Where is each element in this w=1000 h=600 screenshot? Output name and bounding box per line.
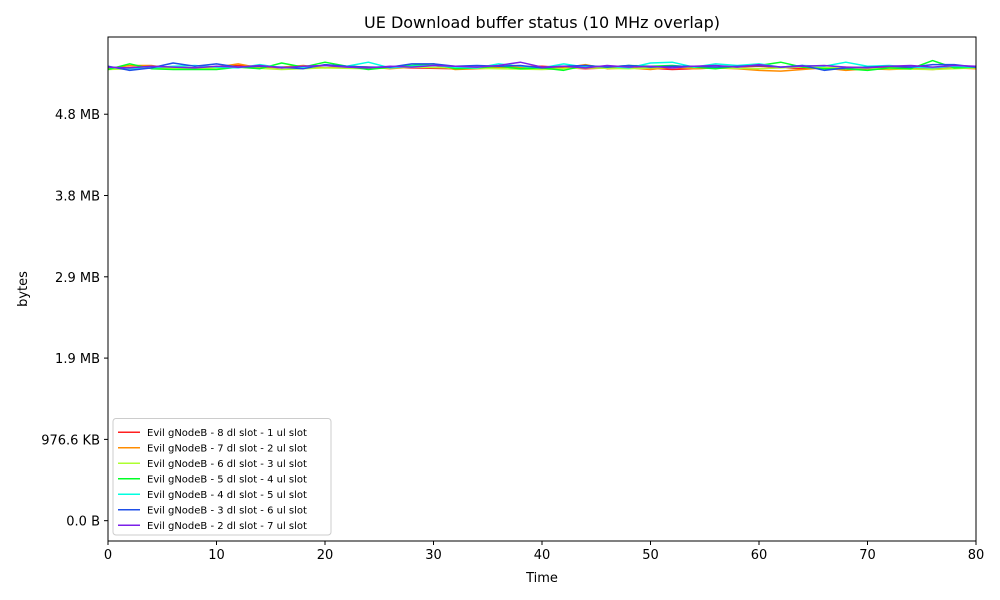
y-axis: 0.0 B 976.6 KB 1.9 MB 2.9 MB 3.8 MB 4.8 MB [41,108,108,530]
x-tick-label: 0 [104,548,112,563]
legend-label: Evil gNodeB - 8 dl slot - 1 ul slot [147,428,307,439]
legend-label: Evil gNodeB - 4 dl slot - 5 ul slot [147,490,307,501]
legend-label: Evil gNodeB - 6 dl slot - 3 ul slot [147,459,307,470]
chart-title: UE Download buffer status (10 MHz overla… [364,13,720,32]
series-line-7 [107,61,977,69]
legend-label: Evil gNodeB - 3 dl slot - 6 ul slot [147,505,307,516]
y-tick-label: 2.9 MB [55,271,100,286]
y-tick-label: 0.0 B [66,515,100,530]
x-tick-label: 60 [751,548,768,563]
y-tick-label: 976.6 KB [41,433,100,448]
y-tick-label: 4.8 MB [55,108,100,123]
x-axis: 0 10 20 30 40 50 60 70 80 [104,541,984,563]
series-lines [107,59,977,72]
x-tick-label: 30 [425,548,442,563]
x-tick-label: 70 [859,548,876,563]
x-tick-label: 50 [642,548,659,563]
x-tick-label: 80 [968,548,985,563]
x-tick-label: 40 [534,548,551,563]
y-tick-label: 3.8 MB [55,190,100,205]
y-tick-label: 1.9 MB [55,352,100,367]
x-tick-label: 20 [317,548,334,563]
legend-label: Evil gNodeB - 7 dl slot - 2 ul slot [147,443,307,454]
y-axis-title: bytes [16,271,31,307]
legend-label: Evil gNodeB - 5 dl slot - 4 ul slot [147,474,307,485]
legend-box [112,418,332,536]
legend: Evil gNodeB - 8 dl slot - 1 ul slot Evil … [112,418,332,536]
x-tick-label: 10 [208,548,225,563]
x-axis-title: Time [525,571,558,586]
legend-label: Evil gNodeB - 2 dl slot - 7 ul slot [147,521,307,532]
